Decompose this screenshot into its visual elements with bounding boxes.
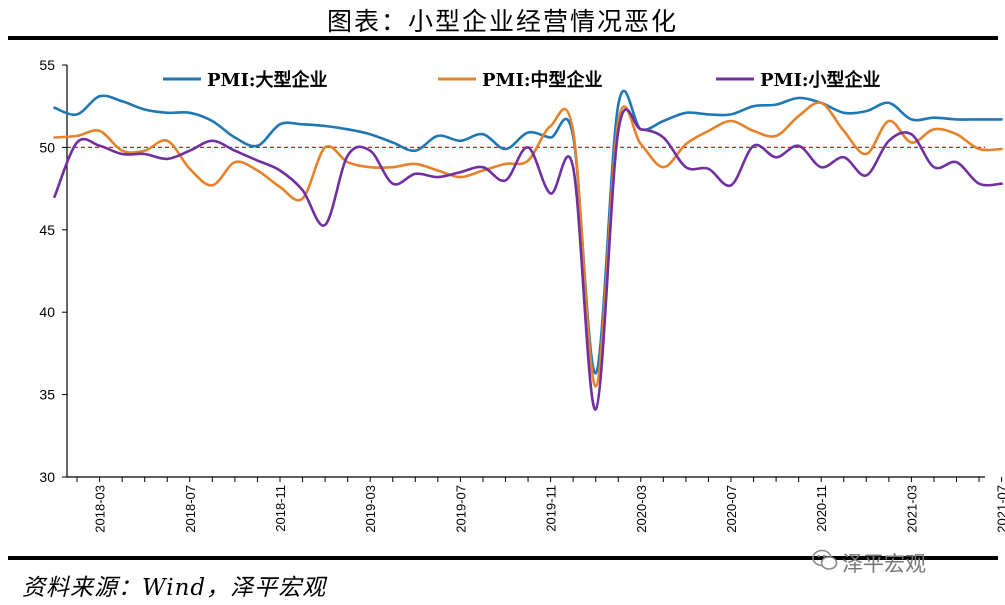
x-tick-label: 2021-07 — [995, 485, 1005, 533]
chart-title: 图表：小型企业经营情况恶化 — [326, 7, 678, 36]
legend-label-small: PMI:小型企业 — [760, 69, 881, 91]
series-line-small — [53, 108, 1003, 411]
x-tick-label: 2020-11 — [814, 485, 829, 532]
x-tick-label: 2020-07 — [724, 485, 739, 533]
axes-layer: 30 35 40 45 50 55 2018-03 2018-07 2018-11 2019-03… — [39, 57, 1005, 533]
y-tick-label: 35 — [39, 387, 55, 403]
x-tick-label: 2018-07 — [183, 485, 198, 533]
x-tick-label: 2019-11 — [544, 485, 559, 532]
wechat-icon — [812, 549, 838, 570]
series-layer — [53, 89, 1003, 411]
y-tick-label: 45 — [39, 222, 55, 238]
bottom-rule — [8, 556, 998, 560]
top-rule — [8, 36, 998, 40]
x-tick-label: 2020-03 — [634, 485, 649, 533]
legend: PMI:大型企业 PMI:中型企业 PMI:小型企业 — [163, 69, 881, 91]
series-line-medium — [53, 101, 1003, 388]
legend-label-medium: PMI:中型企业 — [482, 69, 603, 91]
legend-label-large: PMI:大型企业 — [207, 69, 328, 91]
x-tick-label: 2018-03 — [93, 485, 108, 533]
y-tick-label: 50 — [39, 139, 55, 155]
x-tick-label: 2018-11 — [273, 485, 288, 532]
y-tick-label: 55 — [39, 57, 55, 73]
series-line-large — [53, 89, 1003, 375]
y-tick-label: 30 — [39, 469, 55, 485]
watermark: 泽平宏观 — [842, 552, 926, 576]
source-note: 资料来源：Wind，泽平宏观 — [22, 575, 327, 601]
x-tick-label: 2019-03 — [363, 485, 378, 533]
y-tick-label: 40 — [39, 304, 55, 320]
x-tick-label: 2021-03 — [904, 485, 919, 533]
x-tick-label: 2019-07 — [453, 485, 468, 533]
